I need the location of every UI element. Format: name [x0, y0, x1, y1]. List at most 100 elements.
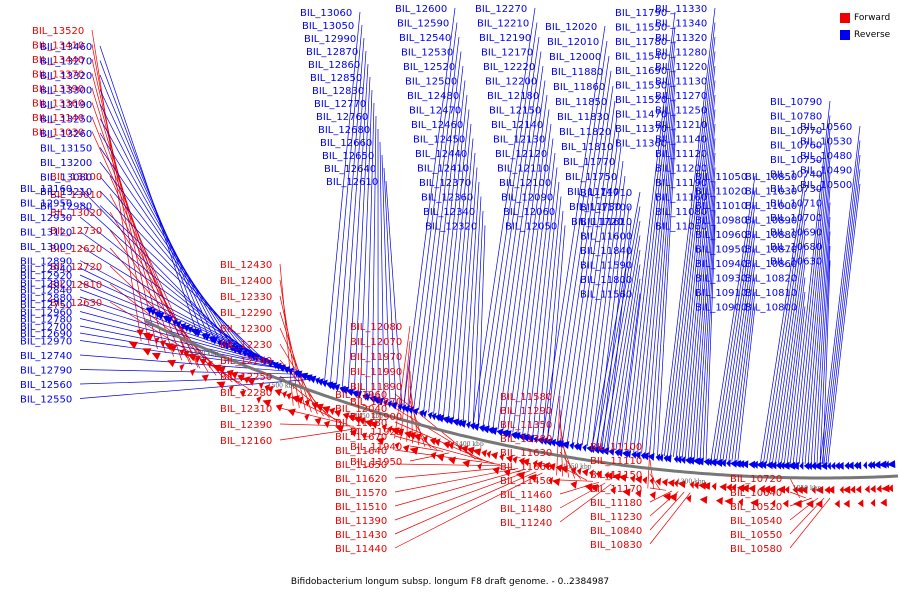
gene-label[interactable]: BIL_10720: [730, 474, 782, 485]
gene-label[interactable]: BIL_12880: [20, 293, 72, 304]
gene-label[interactable]: BIL_12400: [220, 276, 272, 287]
gene-label[interactable]: BIL_11060: [655, 222, 707, 233]
gene-label[interactable]: BIL_12960: [20, 308, 72, 319]
gene-label[interactable]: BIL_11480: [500, 504, 552, 515]
gene-label[interactable]: BIL_11820: [559, 127, 611, 138]
gene-label[interactable]: BIL_12860: [308, 60, 360, 71]
gene-label[interactable]: BIL_12370: [419, 178, 471, 189]
gene-label[interactable]: BIL_12690: [20, 329, 72, 340]
gene-label[interactable]: BIL_10860: [745, 259, 797, 270]
gene-label[interactable]: BIL_12730: [50, 226, 102, 237]
gene-label[interactable]: BIL_11230: [590, 512, 642, 523]
gene-label[interactable]: BIL_12740: [20, 351, 72, 362]
gene-label[interactable]: BIL_11390: [335, 516, 387, 527]
gene-label[interactable]: BIL_11530: [615, 81, 667, 92]
gene-label[interactable]: BIL_12360: [421, 193, 473, 204]
gene-label[interactable]: BIL_10810: [745, 288, 797, 299]
gene-label[interactable]: BIL_11450: [500, 476, 552, 487]
gene-label[interactable]: BIL_10630: [770, 257, 822, 268]
gene-label[interactable]: BIL_10530: [800, 137, 852, 148]
gene-label[interactable]: BIL_11630: [500, 448, 552, 459]
gene-label[interactable]: BIL_12330: [220, 292, 272, 303]
gene-label[interactable]: BIL_10730: [770, 184, 822, 195]
gene-label[interactable]: BIL_11050: [695, 172, 747, 183]
gene-label[interactable]: BIL_13440: [32, 55, 84, 66]
gene-label[interactable]: BIL_11360: [615, 139, 667, 150]
gene-label[interactable]: BIL_12120: [495, 149, 547, 160]
gene-label[interactable]: BIL_11700: [580, 203, 632, 214]
gene-label[interactable]: BIL_11600: [580, 232, 632, 243]
gene-label[interactable]: BIL_11240: [500, 518, 552, 529]
gene-label[interactable]: BIL_11000: [745, 201, 797, 212]
gene-label[interactable]: BIL_11870: [350, 397, 402, 408]
gene-label[interactable]: BIL_11570: [335, 488, 387, 499]
gene-label[interactable]: BIL_12440: [415, 149, 467, 160]
gene-label[interactable]: BIL_12480: [407, 91, 459, 102]
gene-label[interactable]: BIL_12780: [20, 315, 72, 326]
gene-label[interactable]: BIL_10790: [770, 97, 822, 108]
gene-label[interactable]: BIL_11140: [655, 135, 707, 146]
gene-label[interactable]: BIL_11890: [350, 382, 402, 393]
gene-label[interactable]: BIL_12840: [20, 286, 72, 297]
gene-label[interactable]: BIL_12950: [20, 199, 72, 210]
gene-label[interactable]: BIL_13460: [40, 42, 92, 53]
gene-label[interactable]: BIL_10540: [730, 516, 782, 527]
gene-label[interactable]: BIL_13210: [40, 187, 92, 198]
gene-label[interactable]: BIL_12590: [397, 19, 449, 30]
gene-label[interactable]: BIL_11100: [590, 442, 642, 453]
gene-label[interactable]: BIL_13150: [40, 144, 92, 155]
gene-label[interactable]: BIL_12290: [220, 308, 272, 319]
gene-label[interactable]: BIL_12850: [310, 73, 362, 84]
gene-label[interactable]: BIL_12250: [220, 372, 272, 383]
gene-label[interactable]: BIL_11580: [500, 392, 552, 403]
gene-label[interactable]: BIL_13010: [50, 190, 102, 201]
gene-label[interactable]: BIL_11650: [335, 460, 387, 471]
gene-label[interactable]: BIL_11340: [655, 19, 707, 30]
gene-label[interactable]: BIL_12200: [485, 77, 537, 88]
gene-label[interactable]: BIL_10880: [745, 230, 797, 241]
gene-label[interactable]: BIL_10980: [695, 216, 747, 227]
gene-label[interactable]: BIL_12000: [549, 52, 601, 63]
gene-label[interactable]: BIL_10760: [770, 141, 822, 152]
gene-label[interactable]: BIL_12700: [20, 322, 72, 333]
gene-label[interactable]: BIL_12750: [20, 300, 72, 311]
gene-label[interactable]: BIL_11950: [350, 457, 402, 468]
gene-label[interactable]: BIL_11150: [590, 470, 642, 481]
gene-label[interactable]: BIL_11780: [615, 37, 667, 48]
gene-label[interactable]: BIL_10820: [745, 274, 797, 285]
gene-label[interactable]: BIL_12100: [499, 178, 551, 189]
gene-label[interactable]: BIL_11590: [580, 261, 632, 272]
gene-label[interactable]: BIL_12430: [220, 260, 272, 271]
gene-label[interactable]: BIL_10480: [800, 151, 852, 162]
gene-label[interactable]: BIL_13260: [40, 129, 92, 140]
gene-label[interactable]: BIL_11620: [335, 474, 387, 485]
gene-label[interactable]: BIL_11710: [580, 188, 632, 199]
gene-label[interactable]: BIL_12970: [20, 337, 72, 348]
gene-label[interactable]: BIL_12010: [547, 37, 599, 48]
gene-label[interactable]: BIL_10950: [695, 245, 747, 256]
gene-label[interactable]: BIL_13390: [32, 84, 84, 95]
gene-label[interactable]: BIL_10960: [695, 230, 747, 241]
gene-label[interactable]: BIL_10490: [800, 166, 852, 177]
gene-label[interactable]: BIL_12240: [220, 356, 272, 367]
gene-label[interactable]: BIL_12470: [409, 106, 461, 117]
gene-label[interactable]: BIL_12630: [50, 298, 102, 309]
gene-label[interactable]: BIL_13160: [20, 184, 72, 195]
gene-label[interactable]: BIL_12540: [399, 33, 451, 44]
gene-label[interactable]: BIL_12650: [322, 151, 374, 162]
gene-label[interactable]: BIL_11130: [655, 77, 707, 88]
gene-label[interactable]: BIL_12980: [40, 202, 92, 213]
gene-label[interactable]: BIL_12920: [20, 271, 72, 282]
gene-label[interactable]: BIL_10930: [695, 274, 747, 285]
gene-label[interactable]: BIL_13100: [50, 172, 102, 183]
gene-label[interactable]: BIL_11440: [335, 544, 387, 555]
gene-label[interactable]: BIL_13370: [32, 70, 84, 81]
gene-label[interactable]: BIL_12230: [220, 340, 272, 351]
gene-label[interactable]: BIL_11810: [561, 142, 613, 153]
gene-label[interactable]: BIL_13200: [40, 158, 92, 169]
gene-label[interactable]: BIL_13000: [20, 242, 72, 253]
gene-label[interactable]: BIL_11290: [500, 406, 552, 417]
gene-label[interactable]: BIL_13050: [302, 21, 354, 32]
gene-label[interactable]: BIL_12040: [335, 404, 387, 415]
gene-label[interactable]: BIL_10850: [745, 172, 797, 183]
